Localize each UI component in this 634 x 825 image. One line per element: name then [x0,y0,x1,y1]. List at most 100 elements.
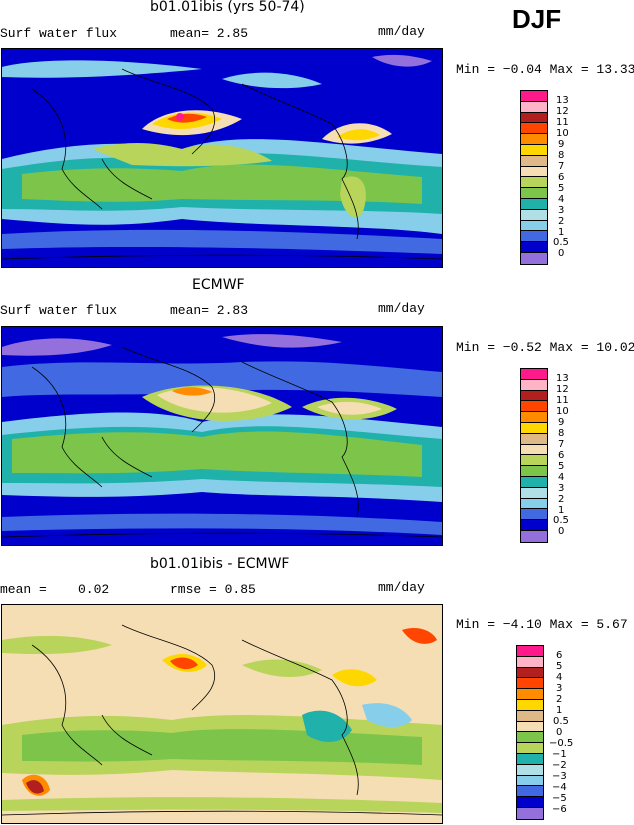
panel-2-map [1,326,443,546]
panel-2-colorbar-label: 8 [558,428,565,439]
panel-2-colorbar-swatch [521,379,547,391]
panel-1-colorbar-swatch [521,198,547,210]
panel-3-colorbar-swatch [517,753,543,765]
panel-1-colorbar [520,90,548,265]
panel-2-colorbar-swatch [521,530,547,542]
panel-3-colorbar-label: 5 [556,661,563,672]
panel-2-colorbar-swatch [521,401,547,413]
panel-2-colorbar [520,368,548,543]
panel-3-title: b01.01ibis - ECMWF [150,556,290,572]
panel-3-colorbar-label: −6 [552,804,567,815]
panel-1-colorbar-swatch [521,188,547,199]
panel-1-colorbar-label: 11 [556,117,569,128]
panel-3-colorbar-swatch [517,678,543,690]
panel-1-colorbar-swatch [521,123,547,135]
panel-2-title: ECMWF [192,277,245,293]
panel-2-colorbar-swatch [521,433,547,445]
panel-2-colorbar-swatch [521,390,547,402]
panel-2-colorbar-label: 9 [558,417,565,428]
panel-3-colorbar-label: 1 [556,705,563,716]
panel-2-colorbar-swatch [521,455,547,467]
panel-2-colorbar-swatch [521,509,547,521]
panel-1-colorbar-swatch [521,101,547,113]
panel-3-minmax: Min = −4.10 Max = 5.67 [456,617,628,632]
panel-1-colorbar-swatch [521,166,547,178]
panel-1-colorbar-swatch [521,177,547,189]
panel-3-colorbar-label: 2 [556,694,563,705]
panel-2-colorbar-swatch [521,498,547,510]
panel-1-colorbar-label: 12 [556,106,569,117]
panel-3-colorbar-swatch [517,656,543,668]
panel-1-minmax: Min = −0.04 Max = 13.33 [456,62,634,77]
panel-1-mean: mean= 2.85 [170,26,249,41]
panel-2-units: mm/day [378,301,425,316]
panel-2-colorbar-swatch [521,487,547,499]
panel-2-colorbar-swatch [521,476,547,488]
panel-3-colorbar-label: 0.5 [553,716,569,727]
panel-2-colorbar-label: 4 [558,472,565,483]
panel-3-colorbar-label: −3 [552,771,567,782]
panel-3-colorbar-label: 3 [556,683,563,694]
panel-1-colorbar-swatch [521,144,547,156]
panel-1-colorbar-swatch [521,112,547,124]
panel-2-colorbar-label: 13 [556,373,569,384]
panel-2-colorbar-label: 0.5 [553,515,569,526]
panel-1-colorbar-label: 9 [558,139,565,150]
panel-1-colorbar-label: 0.5 [553,237,569,248]
panel-1-map [1,48,443,268]
panel-3-mean-value: 0.02 [78,582,110,597]
panel-2-colorbar-label: 12 [556,384,569,395]
panel-3-colorbar-swatch [517,797,543,808]
panel-3-rmse: rmse = 0.85 [170,582,256,597]
panel-3-colorbar [516,645,544,820]
panel-1-colorbar-swatch [521,252,547,264]
season-label: DJF [512,4,562,34]
panel-3-colorbar-swatch [517,775,543,787]
panel-1-colorbar-label: 13 [556,95,569,106]
panel-1-colorbar-label: 0 [558,248,565,259]
panel-1-map-svg [2,49,442,267]
panel-3-colorbar-label: −4 [552,782,567,793]
panel-2-colorbar-swatch [521,412,547,423]
panel-3-colorbar-swatch [517,721,543,733]
panel-3-colorbar-label: −0.5 [549,738,574,749]
panel-2-colorbar-swatch [521,520,547,531]
panel-1-colorbar-label: 7 [558,161,565,172]
panel-2-colorbar-label: 2 [558,494,565,505]
panel-3-colorbar-swatch [517,710,543,722]
panel-3-colorbar-label: −2 [552,760,567,771]
panel-3-colorbar-swatch [517,689,543,700]
panel-2-colorbar-swatch [521,444,547,456]
panel-1-colorbar-label: 10 [556,128,569,139]
panel-2-map-svg [2,327,442,545]
panel-2-colorbar-label: 7 [558,439,565,450]
panel-1-colorbar-label: 2 [558,216,565,227]
panel-1-colorbar-swatch [521,155,547,167]
panel-1-colorbar-label: 6 [558,172,565,183]
panel-1-colorbar-label: 8 [558,150,565,161]
panel-3-colorbar-swatch [517,667,543,679]
panel-3-colorbar-label: 0 [556,727,563,738]
panel-3-colorbar-swatch [517,764,543,776]
panel-2-colorbar-label: 3 [558,483,565,494]
panel-2-colorbar-swatch [521,466,547,477]
panel-3-units: mm/day [378,580,425,595]
panel-2-colorbar-label: 10 [556,406,569,417]
panel-1-colorbar-swatch [521,220,547,232]
panel-1-colorbar-swatch [521,231,547,243]
panel-2-variable: Surf water flux [0,303,118,318]
panel-1-title: b01.01ibis (yrs 50-74) [150,0,305,15]
panel-3-colorbar-swatch [517,786,543,798]
panel-3-map-svg [2,605,442,823]
panel-2-colorbar-label: 1 [558,505,565,516]
panel-3-colorbar-swatch [517,732,543,744]
panel-3-map [1,604,443,824]
panel-1-colorbar-label: 1 [558,227,565,238]
panel-3-colorbar-label: −5 [552,793,567,804]
panel-1-colorbar-swatch [521,134,547,145]
panel-2-colorbar-label: 5 [558,461,565,472]
panel-2-colorbar-swatch [521,422,547,434]
panel-1-colorbar-label: 5 [558,183,565,194]
panel-2-colorbar-label: 11 [556,395,569,406]
panel-1-colorbar-swatch [521,209,547,221]
